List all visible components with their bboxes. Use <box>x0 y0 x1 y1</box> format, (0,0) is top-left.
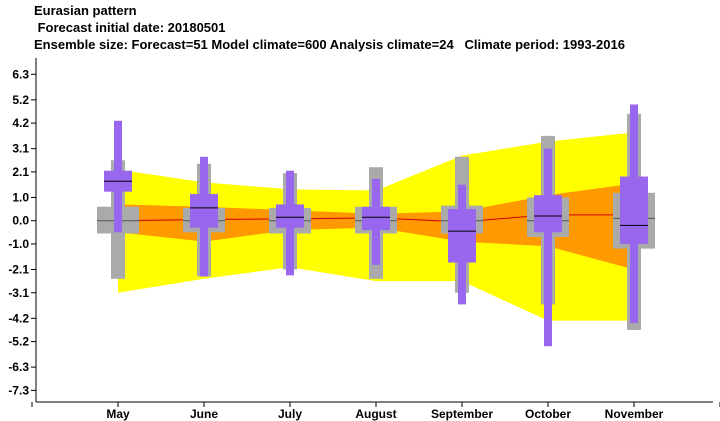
y-tick-label: -7.3 <box>8 383 29 397</box>
y-tick-label: -3.1 <box>8 286 29 300</box>
y-tick-label: -4.2 <box>8 311 29 325</box>
forecast-iqr <box>448 209 476 263</box>
x-tick-label: November <box>605 407 664 421</box>
box-plots <box>97 104 655 347</box>
chart-title: Eurasian pattern <box>34 3 137 18</box>
forecast-range <box>544 148 552 347</box>
box-group <box>527 135 569 347</box>
box-group <box>355 167 397 279</box>
chart-header: Eurasian pattern Forecast initial date: … <box>34 2 625 53</box>
y-tick-label: 1.0 <box>12 190 29 204</box>
forecast-iqr <box>190 193 218 228</box>
x-tick-label: September <box>431 407 493 421</box>
y-tick-label: 0.0 <box>12 214 29 228</box>
x-tick-label: May <box>106 407 130 421</box>
x-tick-label: July <box>278 407 302 421</box>
y-tick-label: 2.1 <box>12 165 29 179</box>
y-tick-label: 5.2 <box>12 93 29 107</box>
forecast-iqr <box>362 206 390 230</box>
x-tick-label: August <box>355 407 396 421</box>
chart-axes: 6.3 5.2 4.2 3.1 2.1 1.0 0.0 -1.0 -2.1 -3.1 -4.2 -5.… <box>8 58 720 421</box>
y-tick-label: -1.0 <box>8 237 29 251</box>
x-tick-label: October <box>525 407 571 421</box>
y-tick-label: 4.2 <box>12 116 29 130</box>
x-tick-label: June <box>190 407 218 421</box>
y-tick-label: 6.3 <box>12 67 29 81</box>
box-group <box>269 170 311 276</box>
box-group <box>183 156 225 277</box>
y-tick-label: -5.2 <box>8 335 29 349</box>
y-tick-label: -2.1 <box>8 263 29 277</box>
forecast-date: Forecast initial date: 20180501 <box>34 20 226 35</box>
forecast-iqr <box>620 176 648 244</box>
y-tick-label: 3.1 <box>12 142 29 156</box>
box-group <box>97 120 139 279</box>
forecast-iqr <box>276 204 304 228</box>
y-tick-label: -6.3 <box>8 360 29 374</box>
forecast-iqr <box>534 195 562 233</box>
box-group <box>613 104 655 330</box>
ensemble-info: Ensemble size: Forecast=51 Model climate… <box>34 37 625 52</box>
box-group <box>441 156 483 305</box>
